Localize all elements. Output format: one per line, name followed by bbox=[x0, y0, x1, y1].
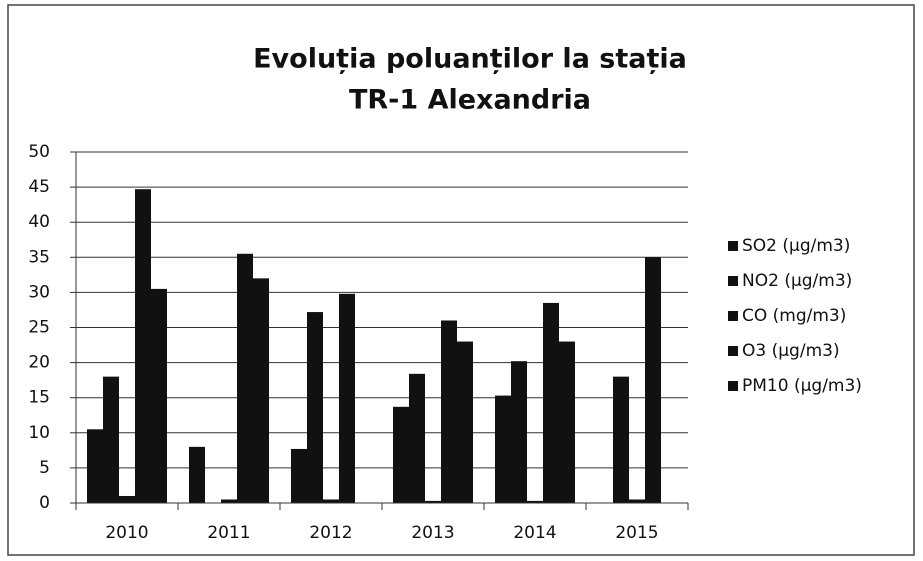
chart-title: TR-1 Alexandria bbox=[349, 85, 591, 116]
y-tick-label: 30 bbox=[28, 282, 50, 302]
chart-frame bbox=[7, 4, 915, 556]
bar bbox=[559, 341, 575, 503]
x-tick-label: 2013 bbox=[411, 523, 454, 543]
bar bbox=[291, 448, 307, 503]
legend-label: NO2 (µg/m3) bbox=[742, 271, 852, 291]
bar bbox=[151, 288, 167, 503]
legend-label: CO (mg/m3) bbox=[742, 306, 846, 326]
bar bbox=[527, 500, 543, 503]
bar bbox=[189, 446, 205, 503]
bar bbox=[119, 495, 135, 503]
y-tick-label: 20 bbox=[28, 353, 50, 373]
bar bbox=[629, 499, 645, 503]
bar bbox=[613, 376, 629, 503]
bar bbox=[425, 500, 441, 503]
chart-title: Evoluția poluanților la stația bbox=[253, 44, 687, 75]
x-tick-label: 2010 bbox=[105, 523, 148, 543]
bar bbox=[221, 499, 237, 503]
y-tick-label: 45 bbox=[28, 177, 50, 197]
legend-label: SO2 (µg/m3) bbox=[742, 236, 850, 256]
bar bbox=[339, 293, 355, 503]
legend-swatch bbox=[728, 346, 738, 356]
bar bbox=[253, 278, 269, 503]
y-tick-label: 35 bbox=[28, 247, 50, 267]
bar bbox=[323, 499, 339, 503]
y-tick-label: 40 bbox=[28, 212, 50, 232]
bar bbox=[103, 376, 119, 503]
legend-label: O3 (µg/m3) bbox=[742, 341, 840, 361]
bar bbox=[409, 373, 425, 503]
legend-swatch bbox=[728, 276, 738, 286]
y-tick-label: 15 bbox=[28, 388, 50, 408]
bar bbox=[457, 341, 473, 503]
y-tick-label: 25 bbox=[28, 318, 50, 338]
legend-swatch bbox=[728, 311, 738, 321]
y-tick-label: 5 bbox=[39, 458, 50, 478]
y-tick-label: 10 bbox=[28, 423, 50, 443]
legend-swatch bbox=[728, 241, 738, 251]
bar bbox=[307, 312, 323, 503]
x-tick-label: 2015 bbox=[615, 523, 658, 543]
y-tick-label: 0 bbox=[39, 493, 50, 513]
bar bbox=[441, 320, 457, 503]
bar bbox=[645, 257, 661, 503]
x-tick-label: 2012 bbox=[309, 523, 352, 543]
bar bbox=[543, 302, 559, 503]
bar bbox=[495, 395, 511, 503]
x-tick-label: 2011 bbox=[207, 523, 250, 543]
x-tick-label: 2014 bbox=[513, 523, 556, 543]
y-tick-label: 50 bbox=[28, 142, 50, 162]
bar bbox=[135, 189, 151, 503]
legend-swatch bbox=[728, 381, 738, 391]
bar bbox=[511, 361, 527, 503]
legend-label: PM10 (µg/m3) bbox=[742, 376, 862, 396]
bar bbox=[237, 253, 253, 503]
bar bbox=[393, 406, 409, 503]
bar bbox=[87, 429, 103, 503]
